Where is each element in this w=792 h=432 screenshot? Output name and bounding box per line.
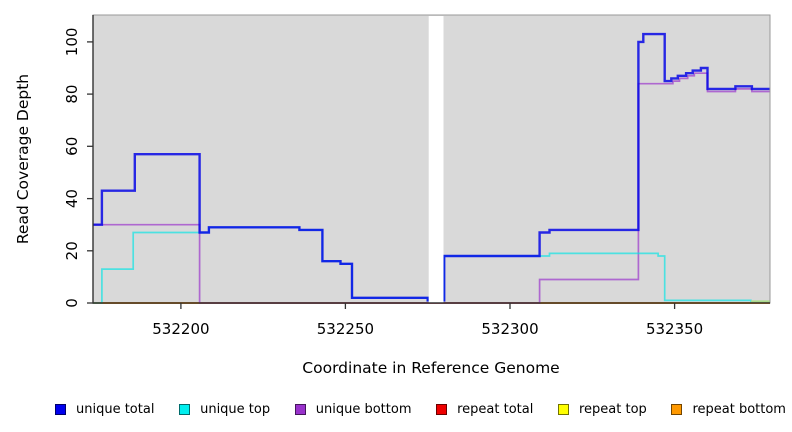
y-tick-label: 0 bbox=[63, 298, 81, 308]
gap-band bbox=[428, 16, 444, 303]
gap-layer bbox=[428, 16, 444, 303]
legend-label: repeat total bbox=[457, 401, 534, 417]
legend-label: repeat top bbox=[579, 401, 647, 417]
x-tick-label: 532200 bbox=[152, 320, 209, 338]
legend-label: unique top bbox=[200, 401, 271, 417]
chart-legend: unique total unique top unique bottom repea… bbox=[0, 394, 792, 424]
legend-item-repeat-bottom: repeat bottom bbox=[671, 402, 786, 417]
x-tick-label: 532250 bbox=[317, 320, 374, 338]
x-axis-title: Coordinate in Reference Genome bbox=[302, 359, 559, 377]
x-tick-label: 532300 bbox=[481, 320, 538, 338]
axis-layer: 532200 532250 532300 532350 0 20 40 60 80 100 bbox=[63, 28, 703, 338]
legend-swatch-repeat-top-icon bbox=[558, 403, 569, 415]
legend-item-unique-top: unique top bbox=[179, 402, 270, 417]
coverage-chart: 532200 532250 532300 532350 0 20 40 60 80 100 Coo… bbox=[14, 14, 771, 377]
y-tick-label: 40 bbox=[63, 189, 81, 208]
series-line-unique-bottom bbox=[93, 72, 770, 304]
y-axis-title: Read Coverage Depth bbox=[14, 74, 32, 244]
y-tick-label: 60 bbox=[63, 137, 81, 156]
legend-item-repeat-total: repeat total bbox=[436, 402, 533, 417]
legend-swatch-unique-bottom-icon bbox=[294, 403, 306, 415]
legend-label: unique bottom bbox=[315, 401, 412, 417]
legend-swatch-unique-total-icon bbox=[55, 403, 66, 415]
y-tick-label: 20 bbox=[63, 241, 81, 260]
legend-label: unique total bbox=[76, 401, 155, 417]
series-line-unique-total bbox=[93, 32, 770, 302]
y-tick-label: 100 bbox=[63, 28, 81, 57]
legend-swatch-repeat-total-icon bbox=[436, 403, 448, 415]
legend-item-unique-bottom: unique bottom bbox=[294, 401, 412, 417]
legend-item-unique-total: unique total bbox=[55, 402, 154, 417]
legend-label: repeat bottom bbox=[692, 401, 786, 417]
x-tick-label: 532350 bbox=[646, 320, 703, 338]
legend-item-repeat-top: repeat top bbox=[558, 402, 647, 417]
legend-swatch-repeat-bottom-icon bbox=[671, 403, 683, 415]
y-tick-label: 80 bbox=[63, 85, 81, 104]
legend-swatch-unique-top-icon bbox=[179, 403, 191, 415]
